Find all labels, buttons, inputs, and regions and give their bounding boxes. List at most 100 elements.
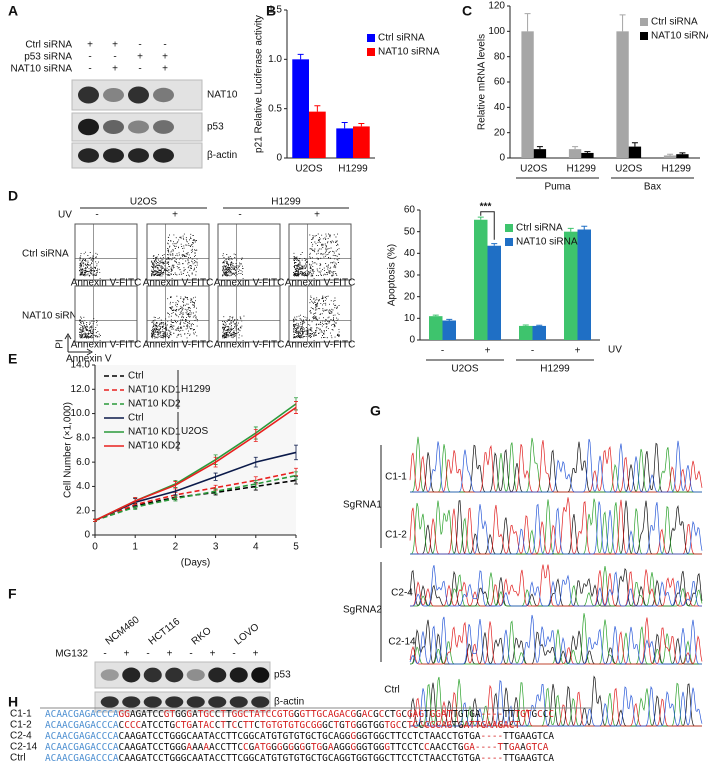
trace: [409, 497, 702, 555]
legend-label: Ctrl: [128, 413, 144, 424]
x-tick-label: 4: [253, 542, 259, 553]
band: [229, 667, 248, 683]
x-tick-label: H1299: [338, 164, 368, 175]
error-bar: [619, 14, 626, 32]
legend-label: NAT10 siRNA: [516, 237, 578, 248]
band: [128, 148, 149, 163]
band-label: NAT10: [207, 90, 238, 101]
lane-label: LOVO: [233, 622, 262, 648]
legend-label: NAT10 KD1: [128, 385, 181, 396]
y-tick-label: 0: [276, 153, 282, 164]
sign: +: [210, 649, 216, 660]
error-bar: [173, 481, 178, 490]
sign: +: [124, 649, 130, 660]
y-tick-label: 2.0: [76, 505, 90, 516]
panel-label: B: [266, 3, 276, 19]
band: [143, 667, 162, 683]
legend-label: Ctrl siRNA: [378, 33, 425, 44]
error-bar: [358, 122, 365, 127]
blot: [71, 142, 203, 169]
flow-plot: [217, 223, 281, 281]
error-bar: [173, 495, 178, 502]
band: [128, 120, 149, 134]
error-bar: [567, 227, 574, 232]
line: [94, 474, 297, 522]
band: [143, 696, 162, 708]
bar: [577, 229, 591, 340]
bar: [519, 325, 533, 340]
error-bar: [294, 401, 298, 414]
flow-dots: [293, 295, 340, 339]
x-tick-label: 1: [132, 542, 138, 553]
bar: [568, 149, 582, 158]
y-tick-label: 10: [404, 313, 416, 324]
y-tick-label: 120: [488, 1, 505, 12]
row-label: C2-4: [391, 588, 413, 599]
y-axis-label: Apoptosis (%): [387, 244, 398, 306]
error-bar: [341, 121, 348, 129]
error-bar: [584, 151, 591, 153]
y-tick-label: 0.5: [268, 103, 282, 114]
band: [122, 696, 141, 708]
bar: [532, 325, 546, 340]
band: [103, 148, 124, 163]
plot-axis-label: Annexin V-FITC: [285, 278, 356, 289]
sign: +: [172, 210, 178, 221]
band: [100, 696, 119, 708]
y-axis-label: Relative mRNA levels: [477, 34, 488, 130]
panel-label: E: [8, 351, 17, 367]
x-tick-label: U2OS: [520, 164, 548, 175]
flow-plot: [288, 223, 352, 281]
x-tick-label: U2OS: [295, 164, 323, 175]
legend-group: U2OS: [181, 426, 209, 437]
flow-plot: [146, 285, 210, 343]
y-axis-label: Cell Number (×1,000): [63, 402, 74, 498]
legend-label: Ctrl: [128, 371, 144, 382]
sign: -: [88, 52, 91, 63]
axis-label: PI: [55, 339, 66, 348]
panel-label: A: [8, 3, 18, 19]
bar: [628, 146, 642, 158]
flow-dots: [151, 233, 198, 277]
row-label: C1-1: [10, 709, 32, 720]
sign: -: [138, 64, 141, 75]
panel-label: F: [8, 586, 17, 602]
error-bar: [631, 142, 638, 147]
sign: +: [137, 52, 143, 63]
y-tick-label: 10.0: [71, 408, 91, 419]
error-bar: [477, 216, 484, 220]
y-tick-label: 40: [404, 248, 416, 259]
band-label: β-actin: [274, 697, 304, 708]
panel-label: H: [8, 694, 18, 710]
legend-swatch: [367, 48, 375, 56]
band: [153, 148, 174, 163]
x-tick-label: 5: [293, 542, 299, 553]
y-tick-label: 14.0: [71, 360, 91, 371]
legend-label: NAT10 siRNA: [651, 31, 708, 42]
trace: [409, 614, 702, 665]
sequence: ACAACGAGACCCACAAGATCCTGGGCAATACCTTCGGCAT…: [45, 753, 554, 764]
band: [103, 119, 124, 135]
bar: [663, 155, 677, 158]
band: [229, 696, 248, 708]
sequence: ACAACGAGACCCACAAGATCCTGGGCAATACCTTCGGCAT…: [45, 731, 554, 742]
legend-swatch: [367, 34, 375, 42]
row-label: C1-2: [10, 720, 32, 731]
plot-axis-label: Annexin V-FITC: [214, 278, 285, 289]
legend-label: NAT10 siRNA: [378, 47, 440, 58]
error-bar: [93, 518, 97, 523]
quadrant: [75, 224, 137, 280]
flow-dots: [79, 316, 101, 339]
sign: -: [113, 52, 116, 63]
bar: [533, 149, 547, 158]
quadrant: [218, 224, 280, 280]
plot-axis-label: Annexin V-FITC: [143, 278, 214, 289]
bar: [336, 128, 353, 158]
sign: -: [146, 649, 149, 660]
row-label: p53 siRNA: [24, 52, 72, 63]
y-tick-label: 20: [494, 127, 506, 138]
bar: [521, 31, 534, 158]
x-tick-label: U2OS: [615, 164, 643, 175]
legend-group: H1299: [181, 384, 211, 395]
error-bar: [536, 324, 543, 326]
